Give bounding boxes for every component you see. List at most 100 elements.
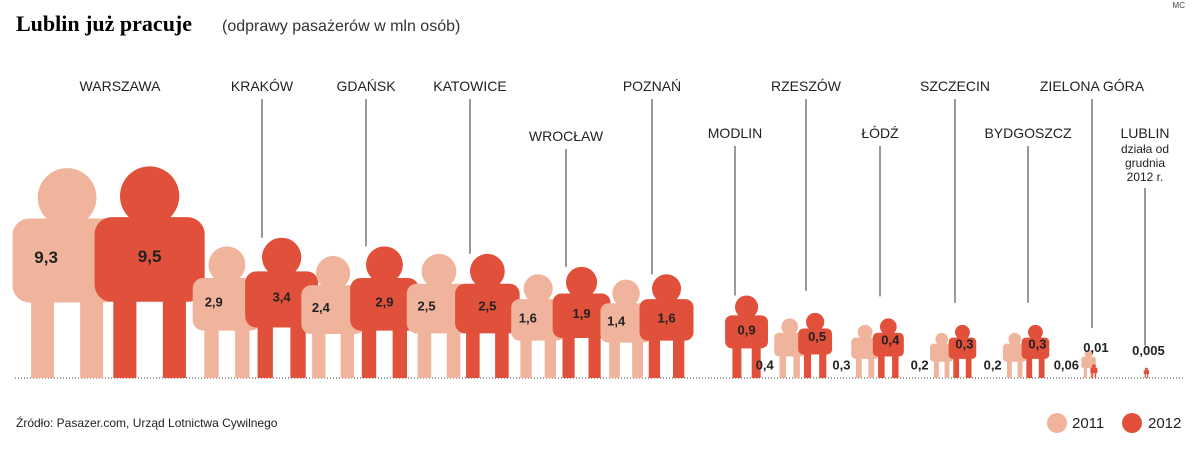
icon-leg bbox=[290, 314, 306, 378]
person-icon bbox=[774, 318, 806, 378]
icon-leg bbox=[892, 351, 899, 378]
icon-head bbox=[1145, 367, 1148, 371]
icon-leg bbox=[361, 318, 377, 378]
icon-body bbox=[948, 337, 977, 359]
value-label: 2,9 bbox=[375, 294, 393, 309]
icon-leg bbox=[868, 354, 875, 378]
icon-head bbox=[806, 312, 825, 332]
category-label: MODLIN bbox=[707, 125, 763, 141]
chart-title: Lublin już pracuje bbox=[16, 11, 192, 36]
icon-leg bbox=[544, 331, 557, 378]
value-label: 0,2 bbox=[911, 357, 929, 372]
icon-body bbox=[552, 293, 611, 338]
icon-body bbox=[1143, 370, 1150, 375]
icon-leg bbox=[417, 322, 432, 378]
icon-head bbox=[566, 266, 598, 298]
icon-leg bbox=[648, 331, 661, 378]
person-icon bbox=[1021, 324, 1050, 378]
person-icon bbox=[12, 168, 122, 378]
legend-swatch bbox=[1047, 413, 1067, 433]
category-label: KRAKÓW bbox=[230, 78, 294, 94]
icon-body bbox=[600, 303, 652, 343]
value-label: 0,005 bbox=[1132, 343, 1165, 358]
icon-body bbox=[12, 218, 122, 303]
value-label: 1,9 bbox=[573, 306, 591, 321]
icon-leg bbox=[162, 282, 186, 378]
icon-leg bbox=[520, 331, 532, 378]
category-label: KATOWICE bbox=[433, 78, 507, 94]
value-label: 1,6 bbox=[657, 310, 675, 325]
person-icon bbox=[798, 312, 833, 378]
icon-head bbox=[652, 274, 682, 304]
icon-leg bbox=[673, 331, 685, 378]
icon-leg bbox=[965, 354, 972, 378]
icon-leg bbox=[113, 282, 137, 378]
icon-leg bbox=[855, 354, 862, 378]
icon-leg bbox=[1094, 371, 1097, 378]
value-label: 0,3 bbox=[832, 357, 850, 372]
icon-head bbox=[1092, 364, 1096, 369]
icon-head bbox=[470, 253, 505, 289]
icon-body bbox=[301, 285, 365, 335]
icon-leg bbox=[257, 314, 273, 378]
icon-leg bbox=[944, 357, 950, 378]
icon-body bbox=[1081, 356, 1096, 368]
person-icon bbox=[245, 237, 319, 378]
icon-head bbox=[1008, 332, 1022, 346]
annotation: działa od grudnia 2012 r. bbox=[1120, 142, 1170, 184]
icon-head bbox=[37, 168, 97, 227]
icon-body bbox=[1021, 337, 1050, 359]
icon-leg bbox=[466, 322, 480, 378]
category-label: WARSZAWA bbox=[79, 78, 161, 94]
person-icon bbox=[301, 255, 365, 378]
value-label: 0,5 bbox=[808, 329, 826, 344]
icon-leg bbox=[878, 351, 885, 378]
icon-leg bbox=[803, 348, 812, 378]
value-label: 9,3 bbox=[34, 248, 58, 267]
value-label: 9,5 bbox=[138, 247, 162, 266]
person-icon bbox=[1090, 364, 1098, 378]
icon-head bbox=[1084, 350, 1093, 358]
value-label: 2,4 bbox=[312, 300, 331, 315]
person-icon bbox=[600, 279, 652, 378]
person-icon bbox=[948, 324, 977, 378]
icon-leg bbox=[204, 318, 219, 378]
icon-leg bbox=[953, 354, 960, 378]
category-label: ŁÓDŹ bbox=[861, 125, 899, 141]
icon-leg bbox=[1026, 354, 1033, 378]
icon-head bbox=[735, 295, 759, 319]
icon-head bbox=[1028, 324, 1043, 340]
icon-head bbox=[523, 274, 553, 304]
icon-head bbox=[955, 324, 970, 340]
icon-body bbox=[798, 328, 833, 355]
person-icon bbox=[192, 246, 262, 378]
icon-body bbox=[350, 277, 419, 331]
icon-leg bbox=[632, 333, 643, 378]
icon-head bbox=[208, 246, 246, 284]
value-label: 1,4 bbox=[607, 313, 626, 328]
icon-leg bbox=[793, 351, 800, 378]
icon-leg bbox=[609, 333, 620, 378]
value-label: 0,06 bbox=[1054, 357, 1079, 372]
value-label: 0,4 bbox=[756, 357, 775, 372]
category-label: SZCZECIN bbox=[920, 78, 990, 94]
person-icon bbox=[725, 295, 768, 378]
value-label: 2,5 bbox=[418, 299, 436, 314]
icon-head bbox=[262, 237, 302, 277]
icon-leg bbox=[562, 327, 575, 378]
value-label: 1,6 bbox=[519, 310, 537, 325]
icon-leg bbox=[933, 357, 939, 378]
category-label: GDAŃSK bbox=[336, 78, 396, 94]
value-label: 0,9 bbox=[738, 322, 756, 337]
icon-head bbox=[880, 318, 897, 336]
value-label: 0,3 bbox=[1028, 336, 1046, 351]
icon-leg bbox=[392, 318, 408, 378]
category-label: POZNAŃ bbox=[622, 78, 682, 94]
value-label: 0,4 bbox=[881, 332, 900, 347]
icon-leg bbox=[312, 323, 326, 378]
icon-head bbox=[119, 166, 180, 226]
icon-leg bbox=[1017, 357, 1023, 378]
value-label: 0,2 bbox=[984, 357, 1002, 372]
